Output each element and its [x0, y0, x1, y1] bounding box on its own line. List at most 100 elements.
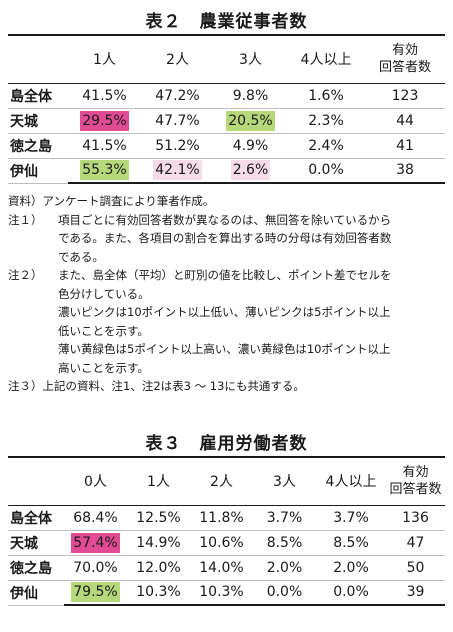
respondent-count: 41 — [365, 133, 445, 159]
note-2-text-d: 低いことを示す。 — [58, 323, 149, 338]
header-3-persons: 3人 — [253, 457, 316, 506]
table-notes: 資料）アンケート調査により筆者作成。 注１） 項目ごとに有効回答者数が異なるのは、… — [8, 192, 448, 396]
header-4plus-persons: 4人以上 — [316, 457, 386, 506]
cell-value: 14.9% — [136, 534, 181, 551]
table-cell: 29.5% — [68, 108, 141, 134]
table-cell: 11.8% — [190, 505, 253, 531]
table-cell: 20.5% — [214, 108, 287, 134]
cell-value-highlight-green: 55.3% — [80, 160, 129, 181]
header-0-persons: 0人 — [64, 457, 127, 506]
cell-value-highlight-green: 79.5% — [71, 582, 120, 603]
cell-value: 12.0% — [136, 559, 181, 576]
respondent-count: 47 — [386, 530, 445, 556]
cell-value: 51.2% — [155, 137, 200, 154]
respondent-count: 39 — [386, 580, 445, 606]
table-cell: 2.4% — [287, 133, 365, 159]
table-cell: 42.1% — [141, 158, 214, 184]
row-label: 徳之島 — [8, 133, 68, 159]
table-row: 徳之島 70.0% 12.0% 14.0% 2.0% 2.0% 50 — [8, 555, 445, 581]
cell-value: 2.3% — [308, 112, 344, 129]
table-cell: 8.5% — [253, 530, 316, 556]
cell-value: 14.0% — [199, 559, 244, 576]
cell-value: 9.8% — [232, 87, 269, 104]
header-respondents-label: 回答者数 — [378, 60, 431, 76]
table-cell: 68.4% — [64, 505, 127, 531]
table-header-row: 1人 2人 3人 4人以上 有効 回答者数 — [8, 35, 445, 84]
table-row: 島全体 41.5% 47.2% 9.8% 1.6% 123 — [8, 83, 445, 109]
table-row: 島全体 68.4% 12.5% 11.8% 3.7% 3.7% 136 — [8, 505, 445, 531]
table-cell: 2.0% — [316, 555, 386, 581]
cell-value-highlight-pink-dark: 29.5% — [80, 110, 129, 131]
table-cell: 70.0% — [64, 555, 127, 581]
table1-title: 表２ 農業従事者数 — [145, 12, 308, 32]
cell-value: 11.8% — [199, 509, 244, 526]
cell-value: 3.7% — [266, 509, 303, 526]
table-row: 徳之島 41.5% 51.2% 4.9% 2.4% 41 — [8, 133, 445, 159]
cell-value: 2.0% — [266, 559, 303, 576]
table-cell: 4.9% — [214, 133, 287, 159]
farm-workers-table: 1人 2人 3人 4人以上 有効 回答者数 島全体 41.5% 47.2% 9.… — [8, 34, 445, 184]
note-1-text-b: である。また、各項目の割合を算出する時の分母は有効回答者数 — [58, 231, 392, 245]
cell-value: 41.5% — [82, 87, 127, 104]
row-label: 天城 — [8, 530, 64, 556]
table-cell: 3.7% — [316, 505, 386, 531]
note-2-text-c: 濃いピンクは10ポイント以上低い、薄いピンクは5ポイント以上 — [58, 305, 391, 319]
respondent-count: 38 — [365, 158, 445, 184]
respondent-count: 123 — [365, 83, 445, 109]
cell-value: 3.7% — [333, 509, 369, 526]
table-cell: 12.0% — [127, 555, 190, 581]
table-cell: 8.5% — [316, 530, 386, 556]
table-cell: 12.5% — [127, 505, 190, 531]
header-2-persons: 2人 — [190, 457, 253, 506]
row-label: 島全体 — [8, 83, 68, 109]
table-cell: 14.0% — [190, 555, 253, 581]
note-2-text-b: 色分けしている。 — [58, 286, 150, 301]
table-cell: 9.8% — [214, 83, 287, 109]
table-cell: 79.5% — [64, 580, 127, 606]
respondent-count: 50 — [386, 555, 445, 581]
row-label: 天城 — [8, 108, 68, 134]
row-label: 伊仙 — [8, 158, 68, 184]
table-cell: 51.2% — [141, 133, 214, 159]
header-valid-label: 有効 — [391, 43, 418, 59]
header-respondents-label: 回答者数 — [389, 482, 442, 498]
cell-value-highlight-green: 20.5% — [226, 110, 275, 131]
table-cell: 14.9% — [127, 530, 190, 556]
cell-value: 10.3% — [199, 584, 244, 601]
cell-value: 0.0% — [308, 162, 344, 179]
table-cell: 10.3% — [190, 580, 253, 606]
respondent-count: 44 — [365, 108, 445, 134]
note-1-label: 注１） — [8, 212, 43, 227]
cell-value-highlight-pink-dark: 57.4% — [71, 532, 120, 553]
source-note: 資料）アンケート調査により筆者作成。 — [8, 194, 215, 208]
cell-value: 2.0% — [333, 559, 369, 576]
header-valid-label: 有効 — [402, 465, 429, 481]
cell-value: 2.4% — [308, 137, 344, 154]
header-valid-respondents: 有効 回答者数 — [365, 35, 445, 84]
table-cell: 0.0% — [253, 580, 316, 606]
cell-value: 47.7% — [155, 112, 200, 129]
row-label: 徳之島 — [8, 555, 64, 581]
table-cell: 55.3% — [68, 158, 141, 184]
header-valid-respondents: 有効 回答者数 — [386, 457, 445, 506]
table-cell: 2.6% — [214, 158, 287, 184]
header-corner — [8, 35, 68, 84]
table-cell: 2.3% — [287, 108, 365, 134]
cell-value: 0.0% — [333, 584, 369, 601]
table-cell: 57.4% — [64, 530, 127, 556]
table-row: 天城 57.4% 14.9% 10.6% 8.5% 8.5% 47 — [8, 530, 445, 556]
header-1-person: 1人 — [127, 457, 190, 506]
table-cell: 0.0% — [287, 158, 365, 184]
header-corner — [8, 457, 64, 506]
table-header-row: 0人 1人 2人 3人 4人以上 有効 回答者数 — [8, 457, 445, 506]
note-2-text-e: 薄い黄緑色は5ポイント以上高い、濃い黄緑色は10ポイント以上 — [58, 342, 391, 356]
note-1-text-c: である。 — [58, 249, 104, 264]
note-1: 注１） 項目ごとに有効回答者数が異なるのは、無回答を除いているから — [8, 211, 448, 230]
table2-title: 表３ 雇用労働者数 — [145, 434, 308, 454]
note-2: 注２） また、島全体（平均）と町別の値を比較し、ポイント差でセルを — [8, 266, 448, 285]
table-cell: 47.2% — [141, 83, 214, 109]
row-label: 島全体 — [8, 505, 64, 531]
table-row: 伊仙 79.5% 10.3% 10.3% 0.0% 0.0% 39 — [8, 580, 445, 606]
cell-value: 70.0% — [73, 559, 118, 576]
cell-value: 0.0% — [266, 584, 303, 601]
